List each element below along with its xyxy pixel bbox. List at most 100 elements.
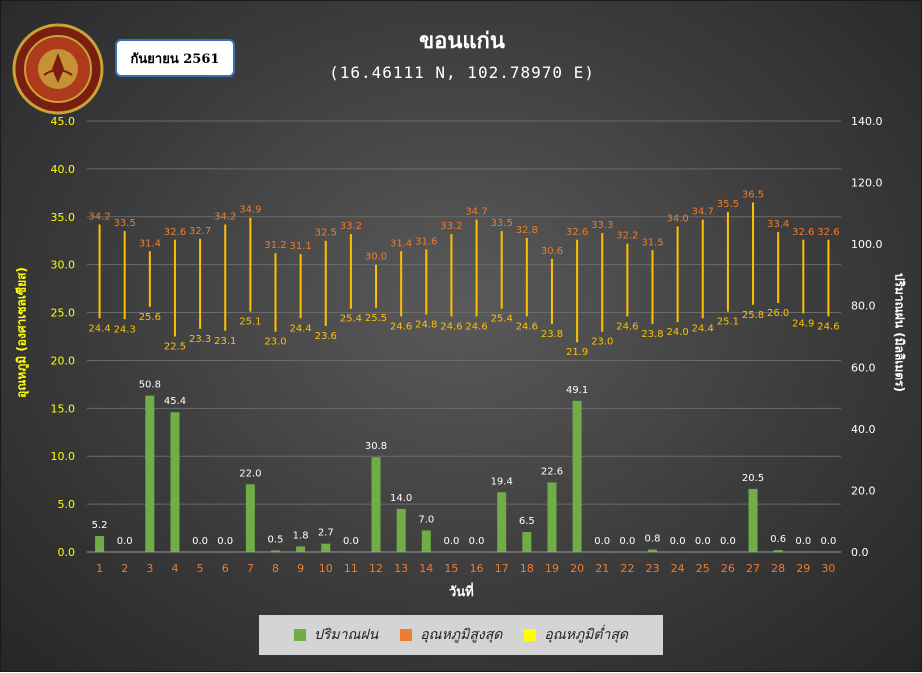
rain-bar <box>648 549 657 552</box>
tmin-data-label: 25.8 <box>742 310 764 321</box>
tmax-data-label: 33.4 <box>767 219 789 230</box>
rain-data-label: 0.0 <box>217 536 233 547</box>
tmin-data-label: 24.0 <box>667 327 689 338</box>
y-axis-left-title: อุณหภูมิ (องศาเซลเซียส) <box>14 267 29 398</box>
tmax-data-label: 33.5 <box>114 218 136 229</box>
rain-data-label: 0.0 <box>443 536 459 547</box>
x-tick-label: 17 <box>495 562 509 575</box>
x-tick-label: 11 <box>344 562 358 575</box>
tmax-data-label: 34.0 <box>667 213 689 224</box>
x-tick-label: 5 <box>197 562 204 575</box>
rain-bar <box>522 531 532 552</box>
rain-bar <box>748 488 758 552</box>
tmin-data-label: 24.4 <box>88 323 110 334</box>
y-tick-label-left: 30.0 <box>51 259 76 272</box>
legend-swatch-rain <box>293 629 306 641</box>
y-tick-label-left: 40.0 <box>51 163 76 176</box>
tmax-data-label: 30.0 <box>365 252 387 263</box>
y-tick-label-right: 40.0 <box>851 423 876 436</box>
rain-data-label: 49.1 <box>566 385 588 396</box>
y-tick-label-left: 0.0 <box>58 546 76 559</box>
tmax-data-label: 32.6 <box>817 227 839 238</box>
tmax-data-label: 33.2 <box>440 221 462 232</box>
tmin-data-label: 23.6 <box>315 331 337 342</box>
tmax-data-label: 34.2 <box>214 211 236 222</box>
rain-data-label: 0.0 <box>670 536 686 547</box>
rain-data-label: 0.0 <box>117 536 133 547</box>
tmin-data-label: 26.0 <box>767 308 789 319</box>
x-tick-label: 8 <box>272 562 279 575</box>
tmax-data-label: 31.1 <box>290 241 312 252</box>
tmin-data-label: 25.5 <box>365 313 387 324</box>
tmin-data-label: 23.8 <box>541 329 563 340</box>
tmax-data-label: 34.9 <box>239 205 261 216</box>
rain-data-label: 0.0 <box>469 536 485 547</box>
tmax-data-label: 33.2 <box>340 221 362 232</box>
y-tick-label-left: 10.0 <box>51 450 76 463</box>
rain-data-label: 0.6 <box>770 534 786 545</box>
x-tick-label: 18 <box>520 562 534 575</box>
tmin-data-label: 24.8 <box>415 319 437 330</box>
y-tick-label-left: 45.0 <box>51 115 76 128</box>
tmax-data-label: 32.6 <box>566 227 588 238</box>
rain-data-label: 0.8 <box>645 534 661 545</box>
x-tick-label: 24 <box>671 562 685 575</box>
x-tick-label: 29 <box>796 562 810 575</box>
tmax-data-label: 31.6 <box>415 236 437 247</box>
x-tick-label: 3 <box>146 562 153 575</box>
rain-data-label: 0.0 <box>343 536 359 547</box>
rain-data-label: 7.0 <box>418 514 434 525</box>
chart-title: ขอนแก่น <box>419 29 505 54</box>
y-tick-label-left: 5.0 <box>58 498 76 511</box>
legend-swatch-tmax <box>400 629 413 641</box>
y-tick-label-right: 140.0 <box>851 115 883 128</box>
tmax-data-label: 35.5 <box>717 199 739 210</box>
rain-data-label: 45.4 <box>164 396 186 407</box>
x-tick-label: 9 <box>297 562 304 575</box>
rain-data-label: 14.0 <box>390 493 412 504</box>
tmax-data-label: 32.2 <box>616 231 638 242</box>
tmax-data-label: 31.4 <box>390 238 412 249</box>
rain-bar <box>271 550 280 552</box>
tmax-data-label: 34.7 <box>465 207 487 218</box>
rain-data-label: 20.5 <box>742 473 764 484</box>
rain-bar <box>245 484 255 552</box>
rain-bar <box>371 457 381 552</box>
tmax-data-label: 32.7 <box>189 226 211 237</box>
tmax-data-label: 30.6 <box>541 246 563 257</box>
tmin-data-label: 24.6 <box>440 321 462 332</box>
tmin-data-label: 25.6 <box>139 312 161 323</box>
rain-data-label: 22.0 <box>239 468 261 479</box>
legend-swatch-tmin <box>524 629 537 641</box>
tmin-data-label: 24.4 <box>290 323 312 334</box>
tmax-data-label: 31.4 <box>139 238 161 249</box>
y-tick-label-right: 80.0 <box>851 300 876 313</box>
x-tick-label: 12 <box>369 562 383 575</box>
y-tick-label-left: 20.0 <box>51 354 76 367</box>
rain-data-label: 0.0 <box>594 536 610 547</box>
rain-bar <box>396 508 406 552</box>
rain-bar <box>95 535 105 552</box>
x-tick-label: 4 <box>171 562 178 575</box>
tmax-data-label: 32.6 <box>164 227 186 238</box>
tmax-data-label: 32.5 <box>315 228 337 239</box>
x-tick-label: 26 <box>721 562 735 575</box>
x-tick-label: 20 <box>570 562 584 575</box>
x-tick-label: 30 <box>821 562 835 575</box>
legend: ปริมาณฝน อุณหภูมิสูงสุด อุณหภูมิต่ำสุด <box>259 615 663 655</box>
rain-data-label: 1.8 <box>293 530 309 541</box>
y-axis-left: 0.0 5.0 10.0 15.0 20.0 25.0 30.0 35.0 40.0 45.0 <box>51 115 76 559</box>
x-axis: 1 2 3 4 5 6 7 8 9 10 11 12 13 14 15 16 17 18 19 20 21 22 23 24 2… <box>87 551 841 575</box>
x-tick-label: 1 <box>96 562 103 575</box>
x-tick-label: 13 <box>394 562 408 575</box>
tmin-data-label: 23.3 <box>189 334 211 345</box>
tmin-data-label: 24.6 <box>390 321 412 332</box>
rain-bar <box>547 482 557 552</box>
rain-data-label: 2.7 <box>318 528 334 539</box>
tmin-data-label: 23.0 <box>591 337 613 348</box>
y-tick-label-right: 120.0 <box>851 177 883 190</box>
rain-data-label: 0.0 <box>795 536 811 547</box>
tmin-data-label: 23.0 <box>264 337 286 348</box>
temperature-ranges: 34.2 24.4 33.5 24.3 31.4 25.6 32.6 22.5 32.7 23.3… <box>88 189 839 358</box>
